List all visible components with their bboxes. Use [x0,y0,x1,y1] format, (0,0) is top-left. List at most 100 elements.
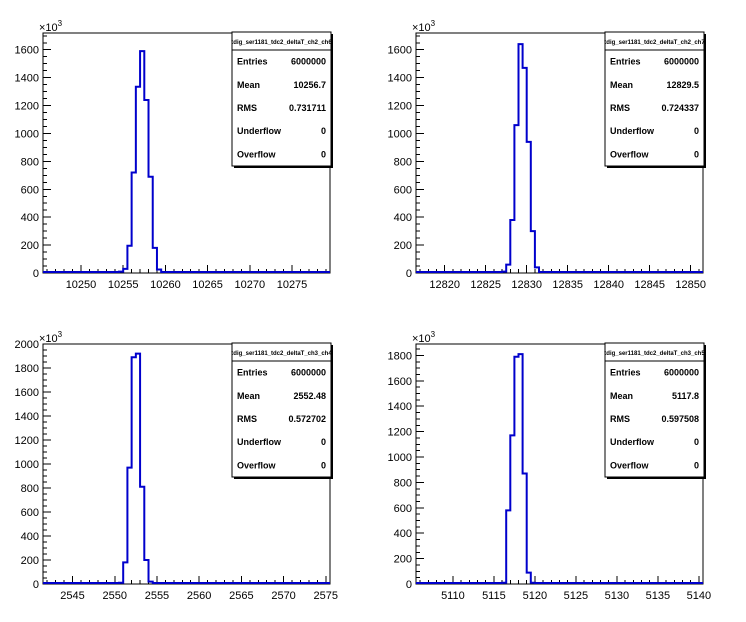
x-tick-label: 12830 [511,279,542,291]
stats-value-rms: 0.597508 [661,414,699,424]
histogram-pad-4: ×103 0 200 400 600 800 1000 1200 1400 1600 1800 511… [373,330,746,622]
stats-key-underflow: Underflow [237,126,282,136]
y-tick-label: 0 [33,268,39,280]
x-tick-label: 2565 [229,590,253,602]
stats-value-overflow: 0 [321,460,326,470]
stats-value-mean: 12829.5 [666,80,699,90]
y-exponent-label: ×103 [39,19,63,34]
histogram-plot-2: ×103 0 200 400 600 800 1000 1200 1400 1600 12820 12… [388,19,706,291]
y-tick-label: 400 [394,528,412,540]
y-tick-label: 1000 [388,128,412,140]
stats-key-rms: RMS [610,414,630,424]
y-exponent-base: ×10 [39,22,58,34]
y-tick-label: 1400 [388,401,412,413]
stats-key-overflow: Overflow [610,149,650,159]
x-tick-label: 5140 [687,590,711,602]
stats-value-overflow: 0 [321,149,326,159]
y-tick-label: 1000 [388,452,412,464]
stats-key-overflow: Overflow [237,460,277,470]
y-exponent-power: 3 [431,19,436,28]
x-tick-label: 2575 [314,590,338,602]
stats-value-rms: 0.724337 [661,103,699,113]
x-tick-label: 10275 [277,279,308,291]
stats-key-entries: Entries [237,57,268,67]
y-tick-label: 200 [394,240,412,252]
stats-value-entries: 6000000 [291,57,326,67]
y-tick-label: 1200 [388,101,412,113]
x-tick-label: 2555 [145,590,169,602]
stats-value-entries: 6000000 [291,368,326,378]
stats-key-entries: Entries [237,368,268,378]
y-tick-label: 1200 [388,427,412,439]
stats-box [604,31,705,167]
histogram-line [416,353,703,584]
y-tick-label: 600 [21,184,39,196]
y-tick-label: 1000 [15,459,39,471]
y-exponent-label: ×103 [412,330,436,345]
y-tick-label: 600 [21,507,39,519]
y-tick-label: 1400 [388,73,412,85]
stats-key-mean: Mean [610,80,633,90]
x-tick-label: 2570 [271,590,295,602]
histogram-plot-1: ×103 0 200 400 600 800 1000 1200 1400 1600 10250 10… [15,19,333,291]
x-tick-label: 10255 [108,279,139,291]
y-exponent-power: 3 [58,19,63,28]
y-exponent-base: ×10 [412,22,431,34]
stats-value-underflow: 0 [694,126,699,136]
y-tick-label: 1200 [15,435,39,447]
y-exponent-label: ×103 [39,330,63,345]
y-exponent-base: ×10 [412,333,431,345]
y-exponent-label: ×103 [412,19,436,34]
x-tick-label: 12840 [593,279,624,291]
stats-value-entries: 6000000 [664,368,699,378]
y-tick-label: 1600 [15,387,39,399]
y-tick-label: 800 [21,156,39,168]
stats-value-overflow: 0 [694,460,699,470]
y-exponent-base: ×10 [39,333,58,345]
stats-value-mean: 5117.8 [672,391,699,401]
histogram-pad-3: ×103 0 200 400 600 800 1000 1200 1400 1600 1800 200… [0,330,373,622]
y-tick-label: 1800 [15,363,39,375]
stats-key-entries: Entries [610,368,641,378]
y-tick-label: 0 [406,579,412,591]
x-tick-label: 12820 [429,279,460,291]
x-tick-label: 5120 [523,590,547,602]
x-tick-label: 10270 [235,279,266,291]
x-tick-label: 5110 [441,590,465,602]
stats-key-overflow: Overflow [610,460,650,470]
stats-box-title: tdig_ser1181_tdc2_deltaT_ch3_ch5 [604,351,705,357]
x-tick-label: 2560 [187,590,211,602]
x-tick-label: 5135 [646,590,670,602]
x-tick-label: 12850 [675,279,706,291]
y-tick-label: 1600 [388,376,412,388]
y-tick-label: 800 [394,477,412,489]
stats-key-rms: RMS [237,414,257,424]
y-tick-label: 1600 [388,45,412,57]
y-tick-label: 200 [394,554,412,566]
stats-key-underflow: Underflow [237,437,282,447]
y-exponent-power: 3 [431,330,436,339]
x-tick-label: 12825 [470,279,501,291]
stats-box-title: tdig_ser1181_tdc2_deltaT_ch3_ch4 [231,351,332,357]
stats-value-mean: 2552.48 [293,391,326,401]
stats-box [604,342,705,478]
stats-box [231,342,332,478]
stats-key-underflow: Underflow [610,126,655,136]
histogram-line [43,352,330,584]
y-tick-label: 800 [21,483,39,495]
y-tick-label: 1000 [15,128,39,140]
stats-key-entries: Entries [610,57,641,67]
x-tick-label: 5125 [564,590,588,602]
stats-key-rms: RMS [237,103,257,113]
x-tick-label: 10265 [192,279,223,291]
stats-value-rms: 0.572702 [288,414,326,424]
y-tick-label: 800 [394,156,412,168]
y-tick-label: 1400 [15,411,39,423]
histogram-plot-4: ×103 0 200 400 600 800 1000 1200 1400 1600 1800 511… [388,330,712,602]
y-tick-label: 400 [21,212,39,224]
stats-key-mean: Mean [237,80,260,90]
stats-value-overflow: 0 [694,149,699,159]
stats-value-mean: 10256.7 [293,80,326,90]
y-tick-label: 1600 [15,45,39,57]
y-tick-label: 400 [21,531,39,543]
